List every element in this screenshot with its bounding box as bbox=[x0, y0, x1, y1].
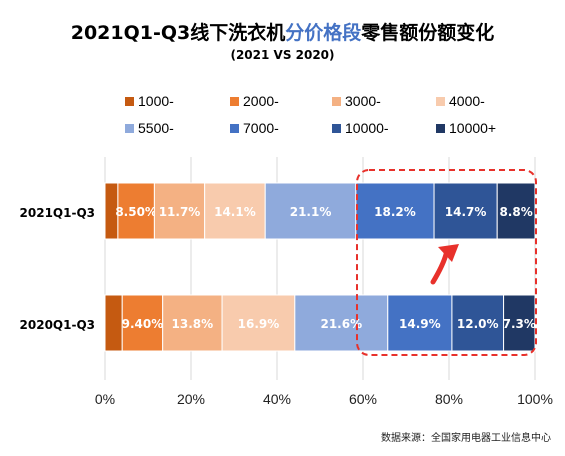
bar-segment bbox=[451, 294, 505, 352]
bar-segment bbox=[204, 182, 266, 240]
legend-item: 4000- bbox=[436, 93, 485, 109]
legend-label: 7000- bbox=[243, 120, 279, 136]
data-label: 9.40% bbox=[122, 317, 164, 331]
chart-subtitle: (2021 VS 2020) bbox=[230, 48, 335, 62]
highlight-arrow bbox=[430, 247, 450, 285]
legend-swatch bbox=[230, 96, 239, 106]
bar-segment bbox=[355, 182, 435, 240]
legend-label: 4000- bbox=[449, 93, 485, 109]
legend-swatch bbox=[436, 123, 445, 133]
legend-item: 1000- bbox=[125, 93, 174, 109]
x-tick-label: 40% bbox=[263, 391, 291, 407]
highlight-box bbox=[356, 169, 537, 356]
data-label: 14.9% bbox=[399, 317, 441, 331]
legend-item: 5500- bbox=[125, 120, 174, 136]
source-note: 数据来源：全国家用电器工业信息中心 bbox=[381, 433, 551, 444]
x-tick-label: 0% bbox=[95, 391, 115, 407]
x-tick-label: 20% bbox=[177, 391, 205, 407]
legend-swatch bbox=[125, 96, 134, 106]
legend-item: 10000- bbox=[332, 120, 389, 136]
bar-segment bbox=[104, 294, 123, 352]
chart-title: 2021Q1-Q3线下洗衣机分价格段零售额份额变化 bbox=[0, 18, 565, 45]
data-label: 21.6% bbox=[320, 317, 362, 331]
legend-item: 10000+ bbox=[436, 120, 496, 136]
data-label: 16.9% bbox=[238, 317, 280, 331]
legend-label: 5500- bbox=[138, 120, 174, 136]
legend-swatch bbox=[125, 123, 134, 133]
legend-swatch bbox=[332, 96, 341, 106]
bar-segment bbox=[117, 182, 155, 240]
legend-item: 3000- bbox=[332, 93, 381, 109]
legend-label: 3000- bbox=[345, 93, 381, 109]
legend-item: 2000- bbox=[230, 93, 279, 109]
legend-swatch bbox=[230, 123, 239, 133]
bar-segment bbox=[121, 294, 164, 352]
title-part-2-highlight: 分价格段 bbox=[285, 22, 362, 44]
legend-label: 10000- bbox=[345, 120, 389, 136]
data-label: 21.1% bbox=[290, 205, 332, 219]
bar-segment bbox=[387, 294, 453, 352]
data-label: 8.8% bbox=[499, 205, 532, 219]
bar-segment bbox=[162, 294, 223, 352]
bar-segment bbox=[294, 294, 389, 352]
data-label: 18.2% bbox=[374, 205, 416, 219]
bar-segment bbox=[153, 182, 206, 240]
title-part-3: 零售额份额变化 bbox=[361, 22, 495, 44]
legend-label: 2000- bbox=[243, 93, 279, 109]
bar-segment bbox=[503, 294, 536, 352]
data-label: 13.8% bbox=[172, 317, 214, 331]
category-label: 2021Q1-Q3 bbox=[20, 206, 95, 220]
bar-segment bbox=[496, 182, 536, 240]
data-label: 11.7% bbox=[159, 205, 201, 219]
data-label: 14.7% bbox=[445, 205, 487, 219]
data-label: 12.0% bbox=[457, 317, 499, 331]
legend-item: 7000- bbox=[230, 120, 279, 136]
data-label: 7.3% bbox=[503, 317, 536, 331]
category-label: 2020Q1-Q3 bbox=[20, 318, 95, 332]
x-tick-label: 80% bbox=[435, 391, 463, 407]
x-tick-label: 100% bbox=[517, 391, 553, 407]
bar-segment bbox=[221, 294, 296, 352]
legend-label: 10000+ bbox=[449, 120, 497, 136]
data-label: 8.50% bbox=[115, 205, 157, 219]
x-tick-label: 60% bbox=[349, 391, 377, 407]
legend-swatch bbox=[436, 96, 445, 106]
legend-swatch bbox=[332, 123, 341, 133]
legend-label: 1000- bbox=[138, 93, 174, 109]
bar-segment bbox=[264, 182, 357, 240]
bar-segment bbox=[433, 182, 498, 240]
highlight-arrowhead bbox=[438, 244, 459, 262]
title-part-1: 2021Q1-Q3线下洗衣机 bbox=[70, 22, 286, 44]
data-label: 14.1% bbox=[214, 205, 256, 219]
